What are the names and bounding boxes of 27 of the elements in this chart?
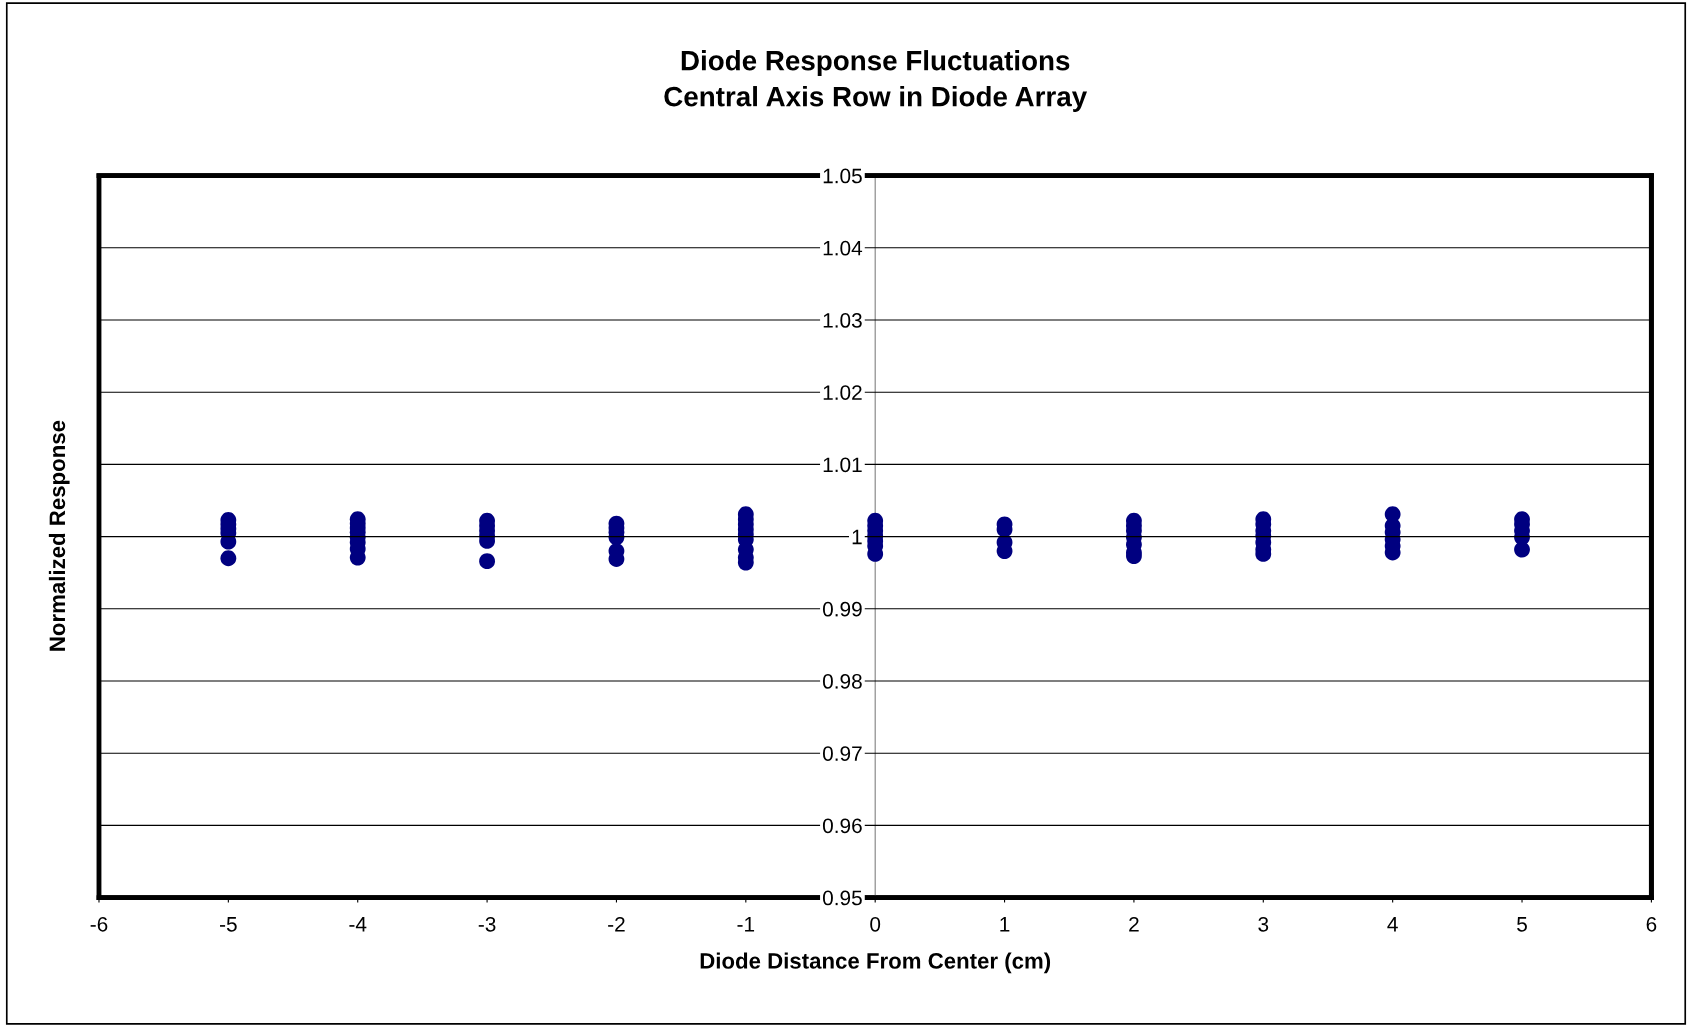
x-tick-label: -2 <box>608 916 625 932</box>
y-tick-label: 1 <box>852 529 862 545</box>
y-tick-label: 0.96 <box>822 818 862 834</box>
x-axis-title: Diode Distance From Center (cm) <box>700 952 1051 974</box>
chart-title: Diode Response Fluctuations Central Axis Row in Diode Array <box>664 50 1088 112</box>
x-tick-label: -3 <box>478 916 496 932</box>
y-tick-label: 1.01 <box>823 457 862 473</box>
x-tick-label: -1 <box>737 917 755 932</box>
y-tick-label: 1.03 <box>823 313 862 328</box>
y-axis-title: Normalized Response <box>48 420 70 651</box>
x-tick-label: 5 <box>1517 917 1527 932</box>
y-tick-label: 1.05 <box>823 168 862 184</box>
y-tick-label: 1.04 <box>823 240 863 256</box>
x-tick-label: -4 <box>349 917 367 932</box>
y-tick-label: 0.97 <box>822 746 862 761</box>
x-tick-label: 1 <box>1000 917 1010 932</box>
x-tick-label: 3 <box>1258 916 1269 932</box>
x-tick-label: 2 <box>1129 916 1139 932</box>
x-tick-label: 4 <box>1387 917 1398 932</box>
x-tick-label: -5 <box>220 917 237 932</box>
y-tick-label: 0.95 <box>822 890 862 906</box>
x-tick-label: 6 <box>1646 916 1657 932</box>
y-tick-label: 1.02 <box>823 385 862 400</box>
x-tick-label: 0 <box>870 916 881 932</box>
x-tick-label: -6 <box>90 916 108 932</box>
y-tick-label: 0.98 <box>822 674 862 689</box>
y-tick-label: 0.99 <box>822 601 862 617</box>
